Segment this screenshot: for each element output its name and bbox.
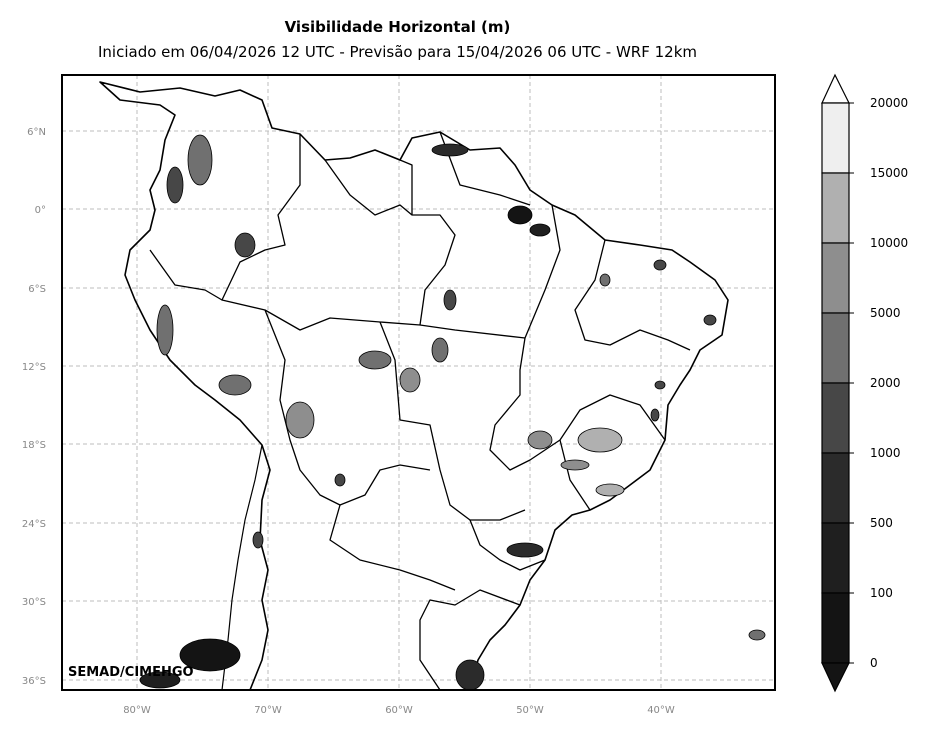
colorbar-ticks [849,102,854,664]
lon-tick-label: 50°W [516,705,544,716]
lon-tick-labels: 80°W 70°W 60°W 50°W 40°W [123,705,675,716]
colorbar-segment [821,242,850,314]
lat-tick-label: 6°N [27,127,46,138]
lon-tick-label: 60°W [385,705,413,716]
lon-tick-label: 40°W [647,705,675,716]
colorbar-max-arrow [821,73,850,104]
lat-tick-labels: 6°N 0° 6°S 12°S 18°S 24°S 30°S 36°S [22,127,46,687]
political-borders [149,131,691,690]
colorbar-min-arrow [821,662,850,693]
lon-tick-label: 70°W [254,705,282,716]
lat-tick-label: 18°S [22,440,46,451]
credit-label: SEMAD/CIMEHGO [68,665,194,680]
colorbar-segment [821,312,850,384]
colorbar-label: 2000 [870,376,901,390]
map-title: Visibilidade Horizontal (m) [284,18,511,36]
colorbar-segment [821,172,850,244]
map-subtitle: Iniciado em 06/04/2026 12 UTC - Previsão… [97,43,698,61]
lat-tick-label: 6°S [28,284,46,295]
lat-tick-label: 24°S [22,519,46,530]
lon-tick-label: 80°W [123,705,151,716]
colorbar-segment [821,382,850,454]
colorbar-label: 5000 [870,306,901,320]
colorbar-label: 0 [870,656,878,670]
colorbar-segment [821,522,850,594]
map-frame [61,74,776,691]
lat-tick-label: 0° [35,205,46,216]
colorbar-label: 10000 [870,236,908,250]
low-visibility-areas [139,134,766,690]
colorbar-label: 500 [870,516,893,530]
colorbar-segment [821,592,850,664]
colorbar-label: 1000 [870,446,901,460]
colorbar-labels: 20000 15000 10000 5000 2000 1000 500 100… [870,96,908,670]
lat-tick-label: 12°S [22,362,46,373]
lat-tick-label: 36°S [22,676,46,687]
gridlines [62,75,775,690]
colorbar-label: 15000 [870,166,908,180]
colorbar [821,73,850,693]
colorbar-segment [821,102,850,174]
colorbar-label: 20000 [870,96,908,110]
colorbar-label: 100 [870,586,893,600]
lat-tick-label: 30°S [22,597,46,608]
colorbar-segment [821,452,850,524]
andes-outline [221,444,263,690]
